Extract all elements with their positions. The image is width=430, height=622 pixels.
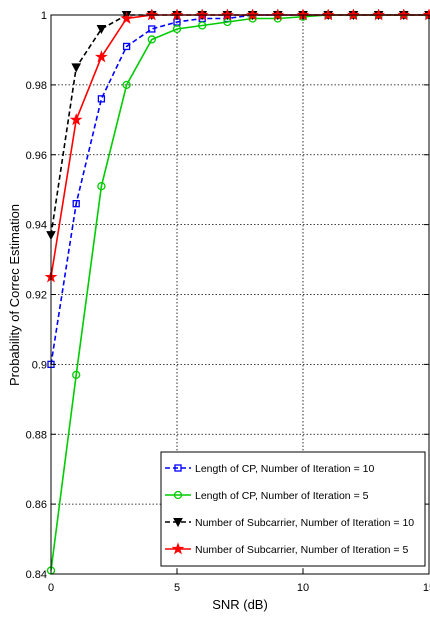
x-tick-label: 10 xyxy=(297,582,309,594)
data-point xyxy=(97,182,106,191)
data-point xyxy=(120,11,133,24)
ticks: 0 5 10 15 0.84 0.86 0.88 0.9 0.92 0.94 0.96 0.98 1 xyxy=(26,10,430,594)
x-axis-label: SNR (dB) xyxy=(212,597,268,612)
series-line xyxy=(50,14,429,365)
legend-marker xyxy=(173,518,183,528)
legend-label: Number of Subcarrier, Number of Iteratio… xyxy=(195,544,408,556)
y-tick-label: 0.92 xyxy=(26,290,47,302)
y-axis-label: Probability of Correc Estimation xyxy=(7,204,22,386)
y-tick-label: 0.9 xyxy=(32,359,47,371)
data-point xyxy=(95,50,108,63)
data-point xyxy=(221,9,234,21)
legend-box xyxy=(160,451,426,567)
data-point xyxy=(122,80,131,90)
data-point xyxy=(321,9,335,21)
data-point xyxy=(397,9,411,21)
data-point xyxy=(198,21,207,30)
y-tick-label: 0.84 xyxy=(26,569,47,581)
data-point xyxy=(147,35,156,44)
data-point xyxy=(71,63,82,73)
y-tick-label: 0.98 xyxy=(26,80,47,92)
legend-label: Length of CP, Number of Iteration = 5 xyxy=(195,490,369,502)
data-point xyxy=(195,9,209,21)
data-point xyxy=(72,200,80,208)
legend-label: Length of CP, Number of Iteration = 10 xyxy=(195,463,374,475)
y-tick-label: 0.88 xyxy=(26,429,47,441)
legend-marker xyxy=(173,490,183,500)
data-point xyxy=(148,25,156,33)
x-tick-label: 0 xyxy=(48,582,54,594)
data-point xyxy=(172,24,182,34)
data-point xyxy=(72,370,81,380)
data-point xyxy=(246,9,259,21)
y-tick-label: 0.86 xyxy=(26,499,47,511)
y-tick-label: 0.94 xyxy=(26,220,47,232)
data-point xyxy=(122,42,131,51)
data-point xyxy=(69,113,83,126)
legend-marker xyxy=(174,464,182,472)
y-tick-label: 1 xyxy=(41,10,47,22)
data-point xyxy=(96,24,107,35)
data-point xyxy=(97,95,106,103)
data-point xyxy=(271,9,285,21)
data-point xyxy=(347,9,360,21)
legend-label: Number of Subcarrier, Number of Iteratio… xyxy=(195,517,414,529)
legend: Length of CP, Number of Iteration = 10 Le… xyxy=(160,451,426,567)
legend-marker xyxy=(171,542,185,555)
data-point xyxy=(145,9,159,21)
x-tick-label: 15 xyxy=(423,582,430,594)
y-tick-label: 0.96 xyxy=(26,150,47,162)
x-tick-label: 5 xyxy=(174,582,180,594)
data-point xyxy=(372,9,385,21)
